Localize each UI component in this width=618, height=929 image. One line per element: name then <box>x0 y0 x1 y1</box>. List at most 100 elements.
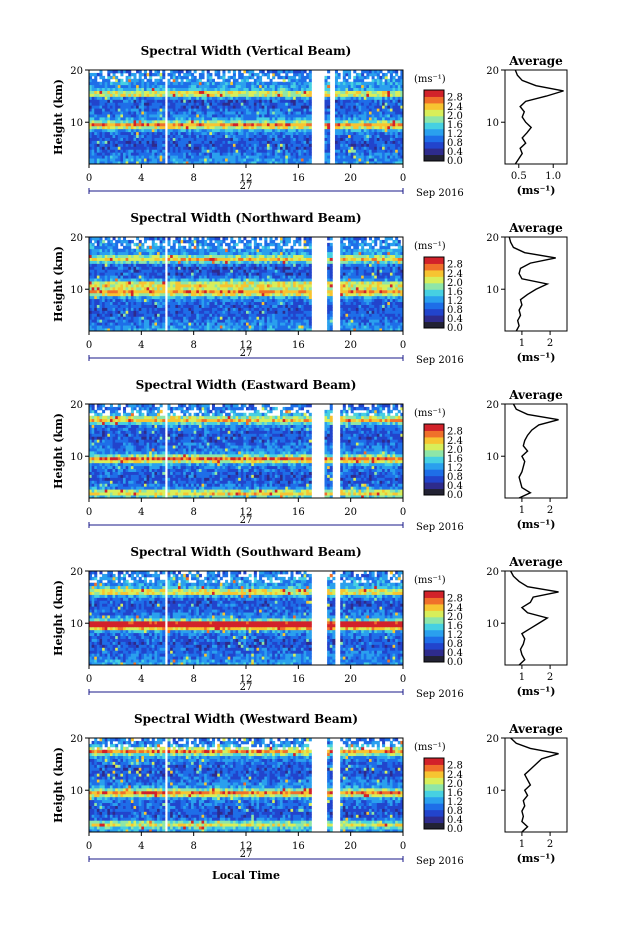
heatmap-cell <box>209 126 212 129</box>
heatmap-cell <box>154 141 157 144</box>
heatmap-cell <box>141 149 144 152</box>
heatmap-cell <box>178 114 181 117</box>
heatmap-cell <box>168 108 171 111</box>
heatmap-cell <box>364 319 367 322</box>
heatmap-cell <box>304 99 307 102</box>
heatmap-cell <box>243 322 246 325</box>
heatmap-cell <box>92 305 95 308</box>
heatmap-cell <box>385 143 388 146</box>
heatmap-cell <box>204 299 207 302</box>
heatmap-cell <box>186 96 189 99</box>
heatmap-cell <box>191 105 194 108</box>
heatmap-cell <box>382 302 385 305</box>
heatmap-cell <box>97 316 100 319</box>
heatmap-cell <box>215 152 218 155</box>
heatmap-cell <box>256 135 259 138</box>
heatmap-cell <box>251 322 254 325</box>
heatmap-cell <box>136 123 139 126</box>
heatmap-cell <box>243 96 246 99</box>
heatmap-cell <box>102 302 105 305</box>
heatmap-cell <box>147 290 150 293</box>
heatmap-cell <box>251 94 254 97</box>
heatmap-cell <box>181 76 184 79</box>
heatmap-cell <box>168 102 171 105</box>
heatmap-cell <box>141 146 144 149</box>
heatmap-cell <box>377 117 380 120</box>
heatmap-cell <box>230 310 233 313</box>
heatmap-cell <box>270 305 273 308</box>
heatmap-cell <box>254 117 257 120</box>
heatmap-cell <box>217 319 220 322</box>
heatmap-cell <box>154 319 157 322</box>
heatmap-cell <box>209 149 212 152</box>
heatmap-cell <box>154 310 157 313</box>
heatmap-cell <box>175 296 178 299</box>
heatmap-cell <box>398 296 401 299</box>
heatmap-cell <box>222 325 225 328</box>
heatmap-cell <box>298 126 301 129</box>
heatmap-cell <box>212 123 215 126</box>
heatmap-cell <box>272 299 275 302</box>
heatmap-cell <box>293 126 296 129</box>
heatmap-cell <box>123 155 126 158</box>
heatmap-cell <box>395 132 398 135</box>
heatmap-cell <box>154 325 157 328</box>
heatmap-cell <box>115 70 118 73</box>
heatmap-cell <box>194 146 197 149</box>
heatmap-cell <box>222 96 225 99</box>
heatmap-cell <box>131 111 134 114</box>
heatmap-cell <box>356 143 359 146</box>
heatmap-cell <box>306 108 309 111</box>
heatmap-cell <box>115 102 118 105</box>
heatmap-cell <box>393 152 396 155</box>
heatmap-cell <box>243 126 246 129</box>
heatmap-cell <box>285 152 288 155</box>
heatmap-cell <box>379 146 382 149</box>
heatmap-cell <box>288 138 291 141</box>
heatmap-cell <box>144 135 147 138</box>
heatmap-cell <box>340 296 343 299</box>
heatmap-cell <box>173 138 176 141</box>
heatmap-cell <box>251 73 254 76</box>
heatmap-cell <box>330 319 333 322</box>
heatmap-cell <box>241 302 244 305</box>
heatmap-cell <box>306 94 309 97</box>
heatmap-cell <box>196 305 199 308</box>
heatmap-cell <box>379 108 382 111</box>
heatmap-cell <box>369 111 372 114</box>
heatmap-cell <box>118 96 121 99</box>
heatmap-cell <box>141 152 144 155</box>
heatmap-cell <box>395 146 398 149</box>
heatmap-cell <box>361 85 364 88</box>
heatmap-cell <box>154 155 157 158</box>
heatmap-cell <box>118 111 121 114</box>
heatmap-cell <box>280 105 283 108</box>
heatmap-cell <box>230 108 233 111</box>
heatmap-cell <box>385 129 388 132</box>
heatmap-cell <box>285 76 288 79</box>
heatmap-cell <box>170 88 173 91</box>
heatmap-cell <box>212 105 215 108</box>
heatmap-cell <box>251 149 254 152</box>
heatmap-cell <box>191 322 194 325</box>
heatmap-cell <box>345 143 348 146</box>
heatmap-cell <box>296 120 299 123</box>
heatmap-cell <box>377 73 380 76</box>
heatmap-cell <box>209 99 212 102</box>
heatmap-cell <box>327 96 330 99</box>
heatmap-cell <box>283 152 286 155</box>
heatmap-cell <box>290 302 293 305</box>
heatmap-cell <box>366 88 369 91</box>
heatmap-cell <box>99 310 102 313</box>
heatmap-cell <box>222 305 225 308</box>
heatmap-cell <box>338 158 341 161</box>
heatmap-cell <box>246 135 249 138</box>
heatmap-cell <box>168 73 171 76</box>
heatmap-cell <box>123 105 126 108</box>
heatmap-cell <box>230 111 233 114</box>
heatmap-cell <box>131 308 134 311</box>
heatmap-cell <box>202 129 205 132</box>
heatmap-cell <box>272 96 275 99</box>
heatmap-cell <box>283 79 286 82</box>
heatmap-cell <box>387 105 390 108</box>
